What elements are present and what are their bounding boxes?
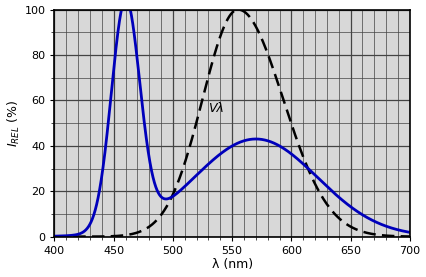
X-axis label: λ (nm): λ (nm)	[212, 258, 253, 271]
Text: Vλ: Vλ	[208, 102, 225, 115]
Y-axis label: $I_{REL}$ (%): $I_{REL}$ (%)	[6, 99, 22, 147]
